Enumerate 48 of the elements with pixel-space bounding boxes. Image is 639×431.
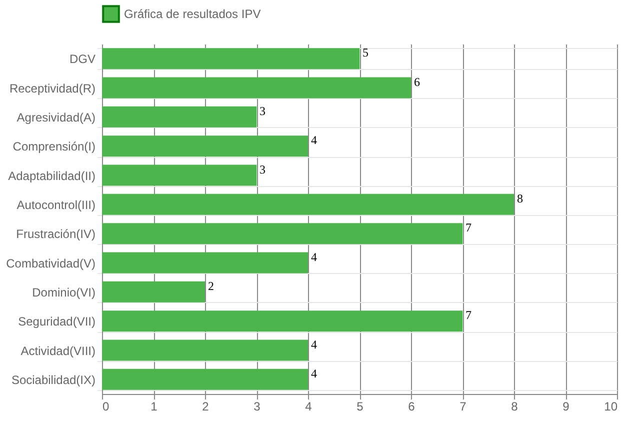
y-tick-label: Actividad(VIII) [20, 344, 96, 358]
bar [102, 281, 205, 302]
x-tick-label: 9 [562, 400, 570, 414]
x-tick-label: 10 [604, 400, 618, 414]
x-tick-label: 7 [460, 400, 467, 414]
x-tick-label: 2 [202, 400, 210, 414]
x-tick-label: 1 [150, 400, 158, 414]
x-tick-label: 8 [511, 400, 518, 414]
bar [102, 223, 462, 244]
x-tick-label: 3 [254, 400, 261, 414]
y-tick-label: Receptividad(R) [9, 81, 96, 96]
data-label: 4 [311, 366, 317, 380]
bar [102, 194, 514, 215]
data-label: 3 [260, 162, 266, 176]
y-tick-label: Dominio(VI) [32, 285, 96, 300]
y-tick-label: Seguridad(VII) [18, 314, 96, 329]
data-label: 7 [466, 308, 472, 322]
x-tick-label: 0 [102, 400, 110, 414]
data-label: 2 [208, 278, 214, 293]
data-label: 4 [311, 337, 317, 352]
x-tick-label: 4 [305, 400, 312, 414]
y-tick-label: Agresividad(A) [16, 110, 96, 124]
x-tick-label: 5 [356, 400, 364, 414]
y-tick-label: Autocontrol(III) [16, 198, 96, 212]
data-label: 4 [311, 250, 317, 264]
bar [102, 136, 308, 157]
legend-label: Gráfica de resultados IPV [124, 7, 261, 21]
bar [102, 48, 360, 70]
bar [102, 252, 308, 274]
y-tick-label: Frustración(IV) [16, 227, 96, 242]
y-tick-label: Adaptabilidad(II) [8, 168, 96, 183]
data-label: 8 [517, 191, 523, 206]
bar [102, 164, 256, 186]
y-tick-label: Sociabilidad(IX) [11, 372, 96, 387]
bar [102, 310, 462, 332]
y-tick-label: Combatividad(V) [6, 256, 96, 270]
data-label: 7 [466, 220, 472, 235]
bar [102, 340, 308, 361]
data-label: 3 [260, 104, 266, 118]
data-label: 6 [414, 74, 420, 89]
y-tick-label: DGV [69, 52, 96, 66]
bar [102, 106, 256, 128]
bar [102, 77, 411, 98]
data-label: 4 [311, 133, 317, 148]
y-tick-label: Comprensión(I) [12, 140, 96, 154]
data-label: 5 [362, 46, 368, 60]
x-tick-label: 6 [408, 400, 416, 414]
bar [102, 368, 308, 390]
